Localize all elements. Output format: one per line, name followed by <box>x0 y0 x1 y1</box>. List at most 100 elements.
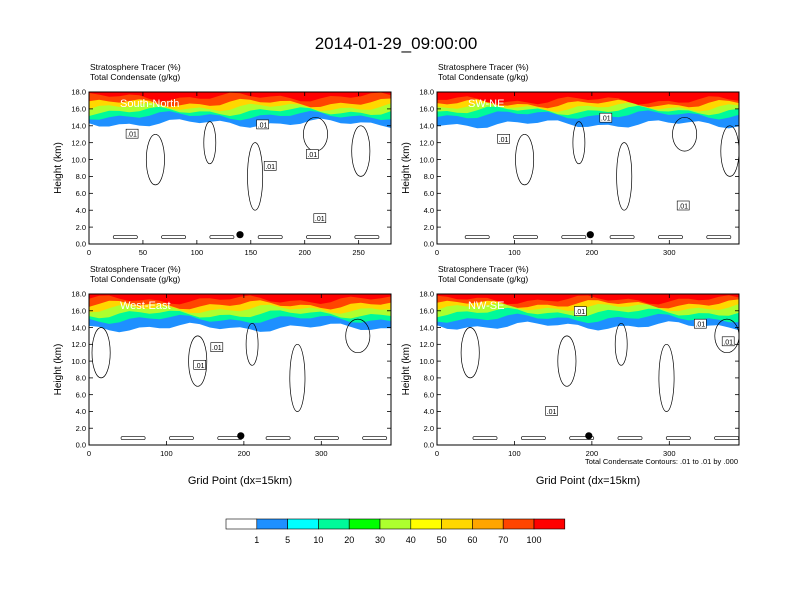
colorbar-label: 1 <box>254 535 259 545</box>
y-tick-label: 6.0 <box>424 390 434 399</box>
colorbar-label: 70 <box>498 535 508 545</box>
tracer-layer-100 <box>437 92 739 105</box>
contour-label-box <box>721 336 735 347</box>
condensate-contour <box>351 125 371 177</box>
x-tick-label: 200 <box>238 449 251 458</box>
plot-area: .01 .01 .01 .01 <box>437 294 739 445</box>
plot-frame <box>436 293 740 446</box>
y-tick-label: 10.0 <box>71 155 86 164</box>
condensate-contour <box>91 327 111 379</box>
contour-label-box <box>545 406 558 416</box>
surface-contour <box>257 235 283 239</box>
y-axis-label: Height (km) <box>53 142 64 194</box>
y-tick-label: 4.0 <box>424 206 434 215</box>
condensate-contour <box>203 121 217 165</box>
x-tick-label: 0 <box>87 248 91 257</box>
y-tick-label: 14.0 <box>419 122 434 131</box>
header-line-2: Total Condensate (g/kg) <box>90 72 180 82</box>
y-tick-label: 6.0 <box>76 390 86 399</box>
colorbar-cell <box>318 518 350 530</box>
y-tick-label: 10.0 <box>419 357 434 366</box>
surface-contour <box>561 235 587 239</box>
colorbar-label: 20 <box>344 535 354 545</box>
plot-frame <box>88 91 392 245</box>
y-tick-label: 8.0 <box>76 374 86 383</box>
colorbar-label: 60 <box>467 535 477 545</box>
condensate-contour <box>289 343 306 412</box>
plot-frame <box>436 91 740 245</box>
y-tick-label: 18.0 <box>71 88 86 97</box>
colorbar-cell <box>441 518 473 530</box>
condensate-contour <box>720 125 739 177</box>
surface-contour <box>169 436 194 440</box>
colorbar-cell <box>287 518 319 530</box>
contour-label-box <box>693 318 707 329</box>
x-tick-label: 0 <box>435 449 439 458</box>
y-tick-label: 16.0 <box>71 307 86 316</box>
colorbar-label: 40 <box>406 535 416 545</box>
location-marker <box>236 231 244 239</box>
condensate-contour <box>245 322 259 366</box>
location-marker <box>237 432 245 440</box>
surface-contour <box>513 235 538 239</box>
colorbar-cell <box>256 518 288 530</box>
condensate-contour <box>614 322 628 366</box>
surface-contour <box>617 436 643 440</box>
condensate-contour <box>188 335 208 387</box>
surface-contour <box>112 235 138 239</box>
contour-label-box <box>573 306 587 316</box>
x-tick-label: 200 <box>586 449 599 458</box>
y-tick-label: 12.0 <box>71 340 86 349</box>
colorbar-cell <box>348 518 381 530</box>
location-marker <box>585 432 593 440</box>
contour-label-box <box>125 128 139 139</box>
surface-contour <box>161 235 187 239</box>
contour-label: .01 <box>723 339 733 346</box>
surface-contour <box>665 436 691 440</box>
contour-label: .01 <box>695 322 705 329</box>
colorbar: 1 5 10 20 30 40 50 60 70 100 <box>225 518 566 545</box>
panel-label: SW-NE <box>468 98 504 110</box>
surface-contour <box>464 235 490 239</box>
x-axis-label: Grid Point (dx=15km) <box>536 475 640 487</box>
y-tick-label: 8.0 <box>424 374 434 383</box>
y-tick-label: 6.0 <box>76 189 86 198</box>
surface-contour <box>120 436 146 440</box>
tracer-layer-100 <box>437 294 739 305</box>
y-tick-label: 16.0 <box>419 105 434 114</box>
y-tick-label: 16.0 <box>419 307 434 316</box>
y-tick-label: 12.0 <box>419 340 434 349</box>
panels-group: .01 .01 .01 .01 .01 South-North Stratosphere T… <box>53 62 740 487</box>
contour-note: Total Condensate Contours: .01 to .01 by… <box>585 457 738 466</box>
tracer-layer-100 <box>89 92 391 102</box>
x-tick-label: 250 <box>352 248 365 257</box>
x-tick-label: 100 <box>191 248 204 257</box>
y-tick-label: 14.0 <box>71 122 86 131</box>
x-tick-label: 100 <box>508 449 521 458</box>
contour-label: .01 <box>195 363 205 370</box>
contour-label: .01 <box>547 409 557 416</box>
plot-area: .01 .01 .01 <box>437 92 739 244</box>
plot-frame <box>88 293 392 446</box>
colorbar-label: 10 <box>313 535 323 545</box>
panel-south-north: .01 .01 .01 .01 .01 South-North Stratosphere T… <box>53 62 392 257</box>
y-tick-label: 14.0 <box>71 323 86 332</box>
colorbar-cell <box>472 518 504 530</box>
colorbar-cell <box>379 518 412 530</box>
surface-contour <box>362 436 388 440</box>
header-line-1: Stratosphere Tracer (%) <box>90 264 181 274</box>
colorbar-label: 100 <box>526 535 541 545</box>
contour-label-box <box>210 342 224 353</box>
panel-west-east: .01 .01 West-East Stratosphere Tracer (%)To… <box>53 264 392 487</box>
y-tick-label: 0.0 <box>424 441 434 450</box>
colorbar-cell <box>410 518 442 530</box>
contour-label-box <box>676 200 690 211</box>
contour-label: .01 <box>601 116 611 123</box>
x-tick-label: 50 <box>139 248 147 257</box>
condensate-contour <box>672 116 698 152</box>
y-tick-label: 18.0 <box>419 88 434 97</box>
y-tick-label: 18.0 <box>71 290 86 299</box>
condensate-contour <box>616 142 633 211</box>
y-tick-label: 14.0 <box>419 323 434 332</box>
